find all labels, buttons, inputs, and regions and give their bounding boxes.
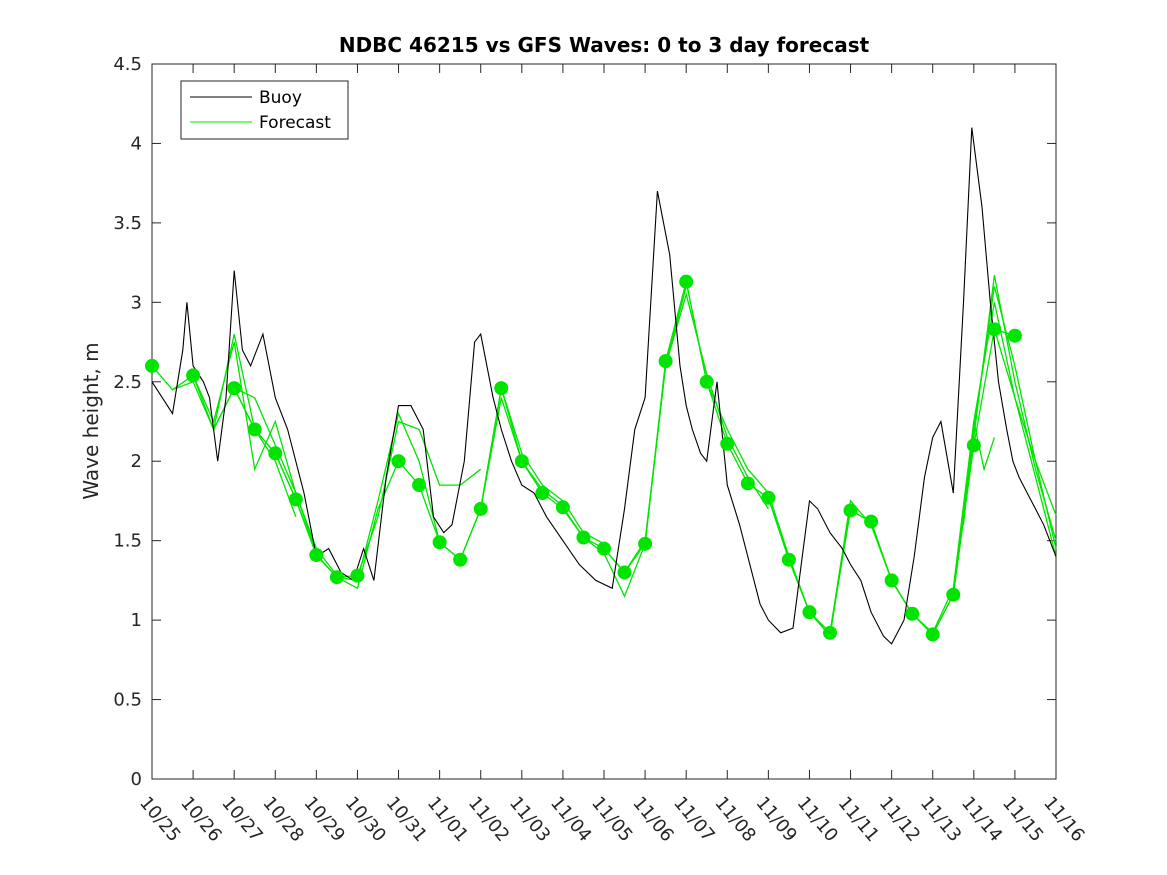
forecast-point	[966, 438, 981, 453]
y-tick-label: 1.5	[113, 531, 142, 552]
y-tick-label: 3.5	[113, 213, 142, 234]
forecast-point	[432, 535, 447, 550]
legend-buoy-label: Buoy	[259, 88, 302, 108]
legend: Buoy Forecast	[180, 80, 349, 140]
forecast-point	[884, 573, 899, 588]
forecast-point	[617, 565, 632, 580]
forecast-point	[227, 381, 242, 396]
plot-area: 00.511.522.533.544.5 10/2510/2610/2710/2…	[113, 54, 1088, 846]
forecast-point	[638, 536, 653, 551]
forecast-point	[186, 368, 201, 383]
y-axis: 0 0.5 1 1.5 2 2.5 3 3.5 4 4.5	[113, 54, 1056, 790]
forecast-point	[555, 500, 570, 515]
forecast-point	[658, 354, 673, 369]
y-tick-label: 3	[131, 292, 142, 313]
forecast-point	[473, 501, 488, 516]
y-tick-label: 2	[131, 451, 142, 472]
y-tick-label: 0.5	[113, 690, 142, 711]
buoy-line	[151, 127, 1057, 645]
buoy-series	[151, 127, 1057, 645]
forecast-point	[391, 454, 406, 469]
forecast-point	[268, 446, 283, 461]
forecast-point	[412, 478, 427, 493]
forecast-point	[823, 625, 837, 640]
forecast-point	[946, 587, 961, 602]
forecast-point	[247, 422, 262, 437]
forecast-point	[329, 570, 344, 585]
y-tick-label: 4	[131, 133, 142, 154]
forecast-point	[535, 486, 550, 500]
forecast-markers	[145, 274, 1022, 642]
forecast-point	[843, 503, 858, 518]
forecast-point	[494, 381, 509, 396]
axes-box	[151, 63, 1057, 780]
forecast-point	[720, 436, 735, 451]
y-tick-label: 2.5	[113, 372, 142, 393]
forecast-point	[802, 605, 817, 620]
forecast-point	[699, 374, 714, 389]
legend-forecast-label: Forecast	[259, 113, 331, 133]
forecast-point	[864, 514, 879, 529]
forecast-point	[905, 606, 920, 621]
y-tick-label: 1	[131, 610, 142, 631]
forecast-point	[761, 490, 776, 505]
forecast-point	[309, 547, 324, 562]
forecast-point	[576, 530, 591, 545]
forecast-line	[952, 275, 1057, 595]
forecast-point	[740, 476, 755, 491]
forecast-point	[925, 627, 940, 642]
forecast-point	[597, 541, 611, 556]
forecast-point	[145, 358, 159, 373]
forecast-point	[679, 274, 694, 289]
forecast-point	[1007, 328, 1022, 343]
forecast-point	[781, 552, 796, 567]
legend-box	[180, 80, 349, 140]
forecast-point	[350, 568, 365, 583]
forecast-point	[288, 492, 303, 507]
forecast-point	[453, 552, 468, 567]
forecast-point	[987, 322, 1002, 337]
forecast-point	[514, 454, 529, 469]
y-tick-label: 4.5	[113, 54, 142, 75]
forecast-line	[993, 329, 1057, 557]
y-tick-label: 0	[131, 769, 142, 790]
y-axis-label: Wave height, m	[79, 342, 103, 499]
chart-title: NDBC 46215 vs GFS Waves: 0 to 3 day fore…	[339, 33, 870, 57]
